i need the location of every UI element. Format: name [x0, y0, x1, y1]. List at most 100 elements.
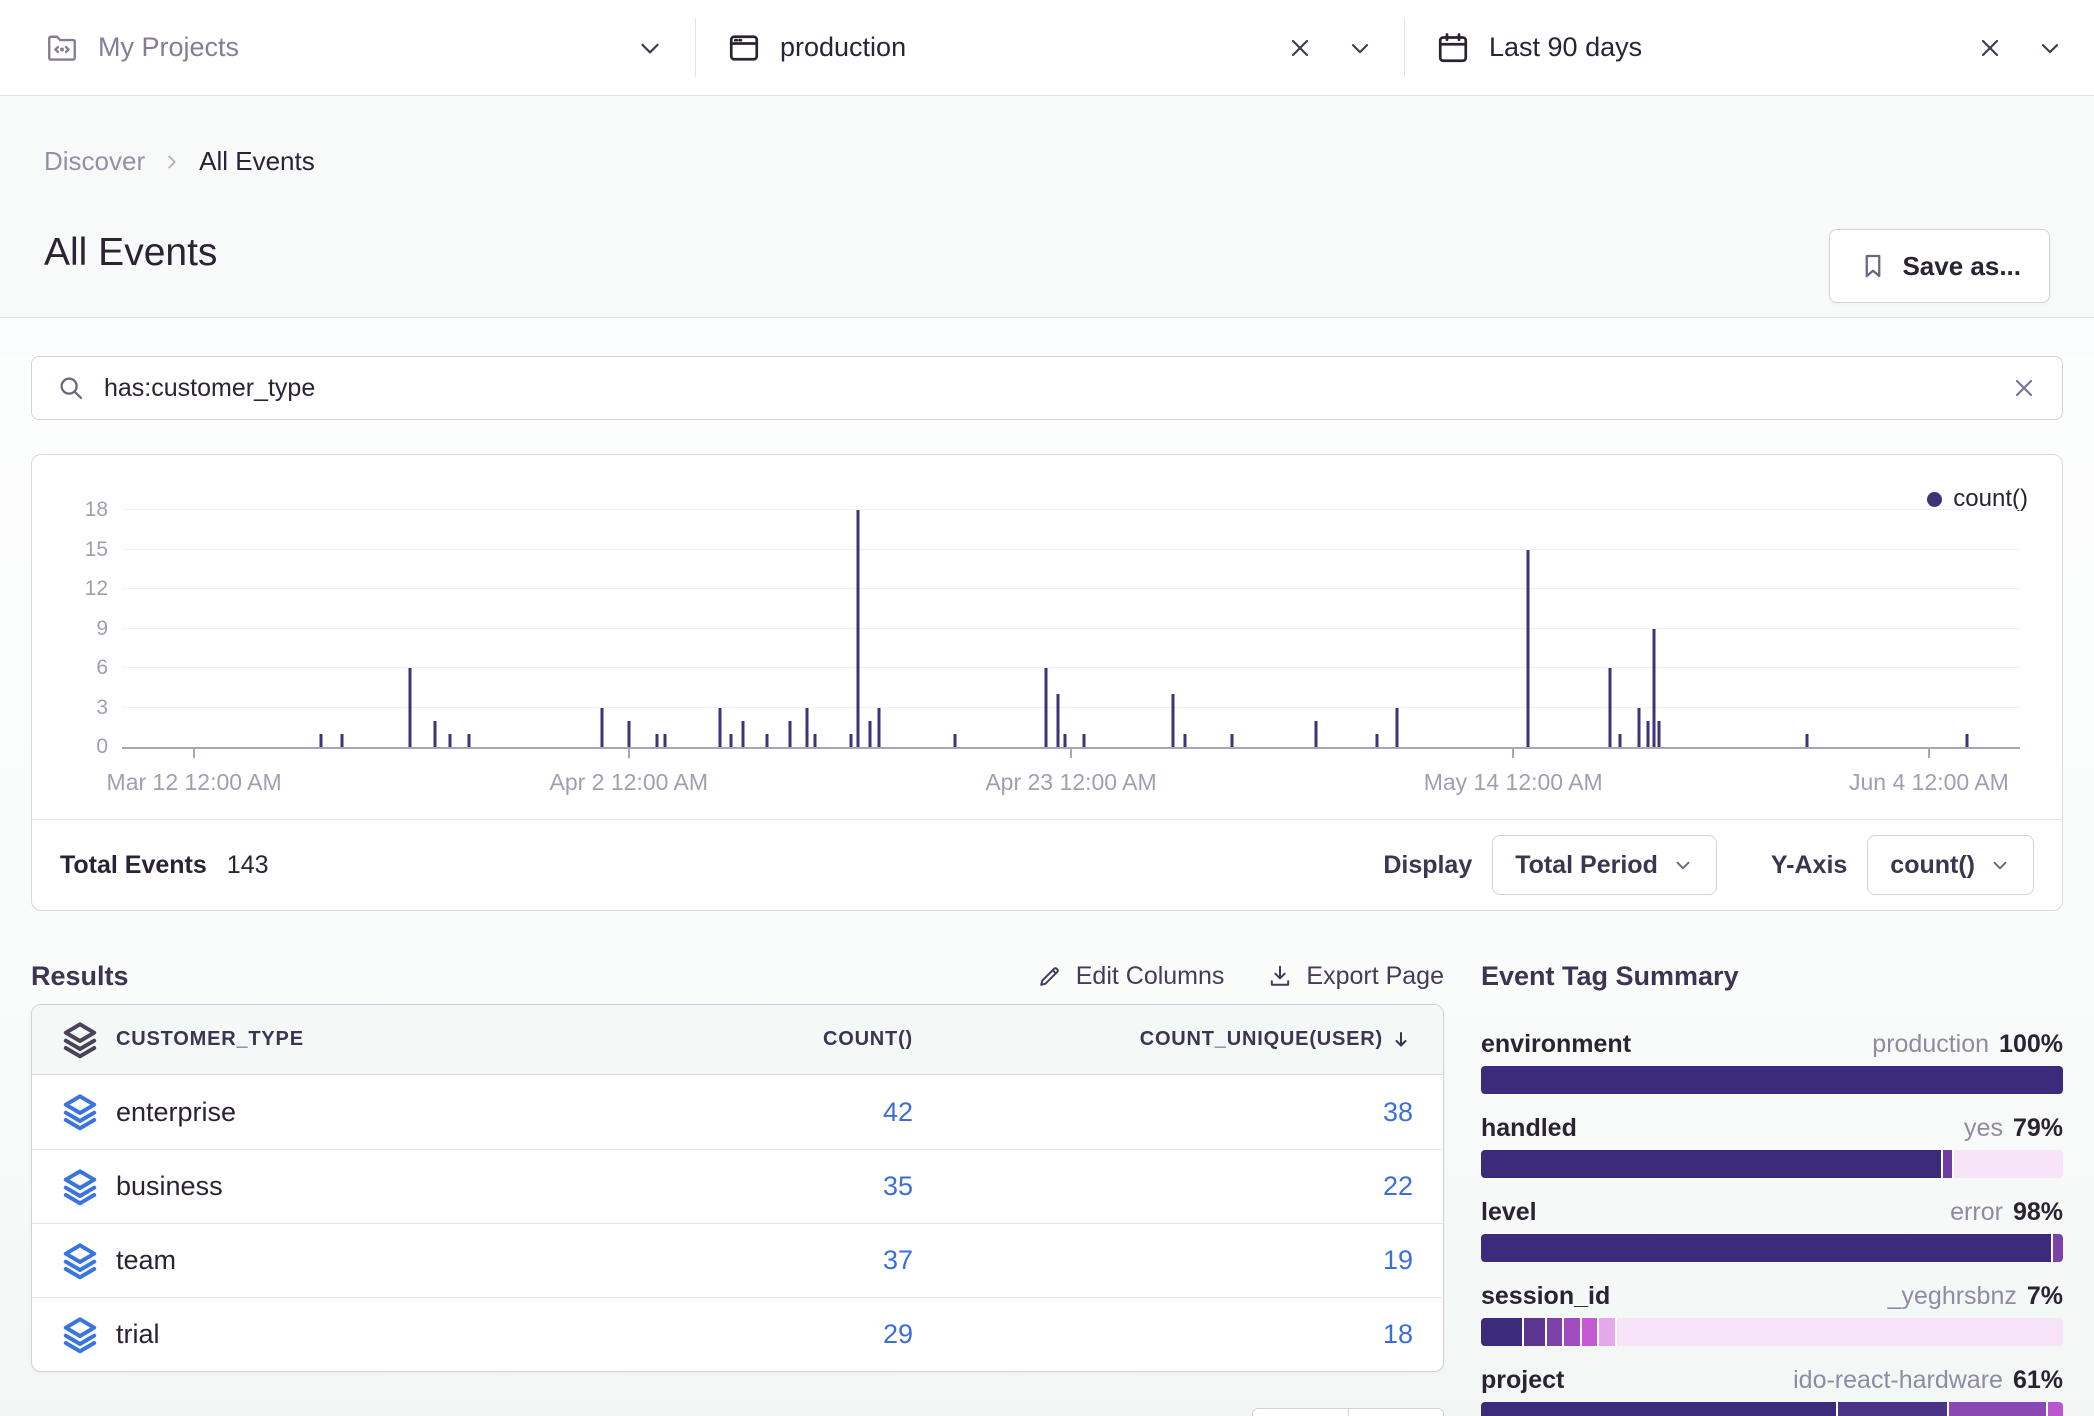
tag-bar-segment — [1545, 1318, 1562, 1346]
environment-chevron-down-icon[interactable] — [1346, 34, 1374, 62]
cell-count-unique: 18 — [913, 1319, 1443, 1350]
x-axis-tick-label: Apr 2 12:00 AM — [549, 769, 708, 796]
tag-top-value: production — [1872, 1030, 1989, 1059]
projects-icon — [44, 30, 80, 66]
chart-bar — [1314, 721, 1317, 747]
stack-icon[interactable] — [60, 1167, 116, 1207]
tag-distribution-bar[interactable] — [1481, 1318, 2063, 1346]
chart-bar — [320, 734, 323, 747]
x-axis-tick — [1928, 749, 1930, 758]
legend-dot-icon — [1927, 492, 1942, 507]
cell-count-unique: 22 — [913, 1171, 1443, 1202]
date-range-chevron-down-icon[interactable] — [2036, 34, 2064, 62]
count-unique-link[interactable]: 18 — [1383, 1319, 1413, 1350]
stack-icon[interactable] — [60, 1241, 116, 1281]
count-link[interactable]: 42 — [883, 1097, 913, 1127]
x-axis-tick — [193, 749, 195, 758]
tag-group: session_id_yeghrsbnz7% — [1481, 1282, 2063, 1346]
y-axis-tick-label: 6 — [58, 656, 108, 680]
breadcrumb-discover-link[interactable]: Discover — [44, 146, 145, 177]
pencil-icon — [1036, 962, 1064, 990]
count-unique-link[interactable]: 38 — [1383, 1097, 1413, 1128]
tag-distribution-bar[interactable] — [1481, 1234, 2063, 1262]
sort-descending-arrow-icon — [1389, 1028, 1413, 1052]
chart-bar — [1637, 708, 1640, 747]
chart-bar — [1375, 734, 1378, 747]
count-link[interactable]: 29 — [883, 1319, 913, 1349]
tag-head: projectido-react-hardware61% — [1481, 1366, 2063, 1396]
chart-bar — [409, 668, 412, 747]
tag-distribution-bar[interactable] — [1481, 1066, 2063, 1094]
project-selector[interactable]: My Projects — [0, 0, 695, 95]
count-unique-link[interactable]: 19 — [1383, 1245, 1413, 1276]
results-header-row: Results Edit Columns Export Page — [31, 948, 1444, 1004]
stack-icon[interactable] — [60, 1315, 116, 1355]
column-customer-type[interactable]: CUSTOMER_TYPE — [116, 1028, 583, 1051]
page-header: Discover All Events All Events Save as..… — [0, 96, 2094, 318]
tag-distribution-bar[interactable] — [1481, 1150, 2063, 1178]
x-axis-tick — [1512, 749, 1514, 758]
yaxis-select[interactable]: count() — [1867, 835, 2034, 895]
date-range-clear-icon[interactable] — [1976, 34, 2004, 62]
count-link[interactable]: 37 — [883, 1245, 913, 1275]
save-as-button[interactable]: Save as... — [1829, 229, 2050, 303]
chart-bar — [341, 734, 344, 747]
chart-bar — [1183, 734, 1186, 747]
tag-bar-segment — [1562, 1318, 1579, 1346]
pagination — [1252, 1408, 1444, 1416]
chart-bar — [1396, 708, 1399, 747]
save-as-label: Save as... — [1902, 251, 2021, 282]
tag-bar-segment — [1947, 1402, 2046, 1416]
breadcrumb: Discover All Events — [44, 146, 315, 177]
column-count[interactable]: COUNT() — [583, 1028, 913, 1051]
count-link[interactable]: 35 — [883, 1171, 913, 1201]
cell-customer-type: enterprise — [116, 1097, 583, 1128]
chart-gridline — [122, 667, 2020, 668]
next-page-button[interactable] — [1348, 1409, 1443, 1416]
chart-bar — [730, 734, 733, 747]
chart-bar — [434, 721, 437, 747]
table-row: team3719 — [32, 1223, 1443, 1297]
chart-plot: 0369121518Mar 12 12:00 AMApr 2 12:00 AMA… — [122, 510, 2020, 749]
date-range-label: Last 90 days — [1489, 32, 1642, 63]
chart-bar — [1172, 694, 1175, 747]
date-range-selector[interactable]: Last 90 days — [1405, 0, 2094, 95]
x-axis-tick — [628, 749, 630, 758]
global-filter-bar: My Projects production Last 9 — [0, 0, 2094, 96]
download-icon — [1266, 962, 1294, 990]
tag-bar-segment — [1481, 1234, 2051, 1262]
x-axis-tick-label: Jun 4 12:00 AM — [1849, 769, 2009, 796]
display-select[interactable]: Total Period — [1492, 835, 1717, 895]
results-table-body: enterprise4238business3522team3719trial2… — [32, 1075, 1443, 1371]
chart-bar — [1231, 734, 1234, 747]
project-chevron-down-icon[interactable] — [635, 33, 665, 63]
edit-columns-button[interactable]: Edit Columns — [1036, 962, 1225, 991]
total-events-label: Total Events — [60, 851, 207, 880]
previous-page-button[interactable] — [1253, 1409, 1348, 1416]
count-unique-link[interactable]: 22 — [1383, 1171, 1413, 1202]
environment-clear-icon[interactable] — [1286, 34, 1314, 62]
results-table-header: CUSTOMER_TYPE COUNT() COUNT_UNIQUE(USER) — [32, 1005, 1443, 1075]
x-axis-tick — [1070, 749, 1072, 758]
chart-bar — [857, 510, 860, 747]
environment-selector[interactable]: production — [696, 0, 1404, 95]
table-row: trial 29 18 — [32, 1297, 1443, 1371]
project-selector-label: My Projects — [98, 32, 239, 63]
chart-bar — [1646, 721, 1649, 747]
cell-count-unique: 38 — [913, 1097, 1443, 1128]
tag-distribution-bar[interactable] — [1481, 1402, 2063, 1416]
tag-group: environmentproduction100% — [1481, 1030, 2063, 1094]
chart-bar — [663, 734, 666, 747]
column-count-unique-user[interactable]: COUNT_UNIQUE(USER) — [913, 1028, 1443, 1052]
export-page-button[interactable]: Export Page — [1266, 962, 1444, 991]
results-table: CUSTOMER_TYPE COUNT() COUNT_UNIQUE(USER)… — [31, 1004, 1444, 1372]
search-input[interactable] — [104, 374, 1992, 403]
chart-bar — [813, 734, 816, 747]
stack-icon[interactable] — [60, 1092, 116, 1132]
search-clear-icon[interactable] — [2010, 374, 2038, 402]
cell-customer-type: trial — [116, 1319, 583, 1350]
chart-bar — [741, 721, 744, 747]
chart-bar — [1527, 550, 1530, 748]
calendar-icon — [1435, 30, 1471, 66]
cell-count: 37 — [583, 1245, 913, 1276]
